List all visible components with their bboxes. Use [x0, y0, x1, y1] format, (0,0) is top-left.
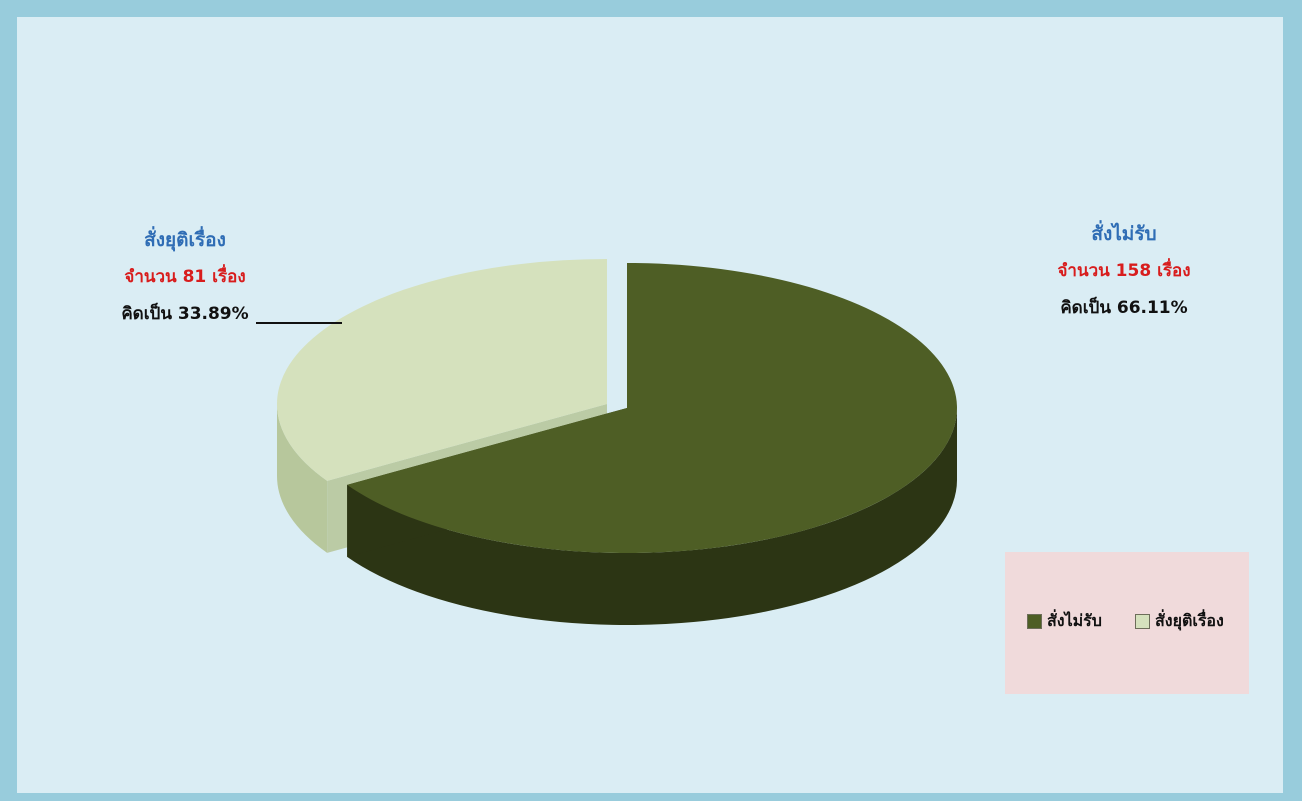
slice-label-count: จำนวน 158 เรื่อง [1057, 261, 1191, 281]
legend-swatch [1027, 614, 1042, 629]
pie-slice [347, 263, 957, 553]
leader-line [256, 322, 342, 324]
legend-swatch [1135, 614, 1150, 629]
pie-slice [277, 259, 607, 481]
legend-label: สั่งไม่รับ [1047, 611, 1102, 630]
slice-label-title: สั่งไม่รับ [1091, 223, 1157, 245]
legend: สั่งไม่รับ สั่งยุติเรื่อง [1005, 552, 1249, 694]
legend-item-suspended: สั่งยุติเรื่อง [1135, 609, 1224, 634]
slice-label-rejected: สั่งไม่รับ จำนวน 158 เรื่อง คิดเป็น 66.1… [1032, 216, 1216, 327]
slice-label-suspended: สั่งยุติเรื่อง จำนวน 81 เรื่อง คิดเป็น 3… [100, 222, 270, 333]
slice-label-percent: คิดเป็น 66.11% [1060, 298, 1188, 318]
slice-label-count: จำนวน 81 เรื่อง [124, 267, 246, 287]
slice-side [347, 408, 957, 625]
legend-item-rejected: สั่งไม่รับ [1027, 609, 1102, 634]
slice-label-percent: คิดเป็น 33.89% [121, 304, 249, 324]
slice-label-title: สั่งยุติเรื่อง [144, 229, 226, 251]
legend-label: สั่งยุติเรื่อง [1155, 611, 1224, 630]
slice-side [277, 404, 328, 553]
